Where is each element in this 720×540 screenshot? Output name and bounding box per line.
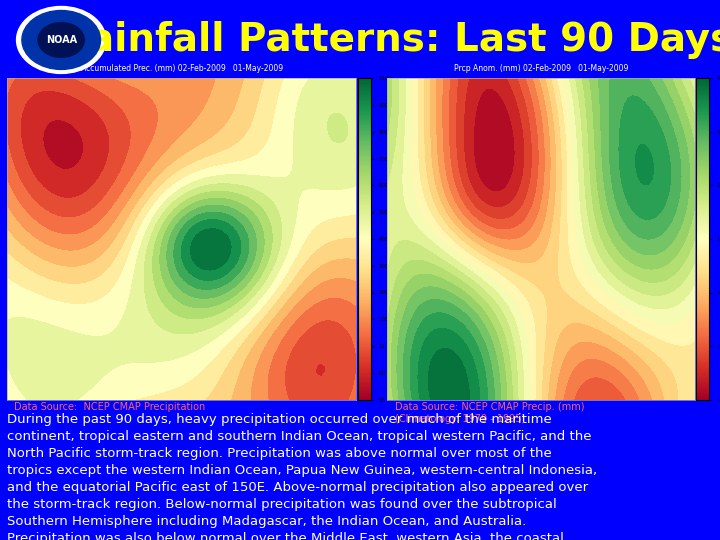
Circle shape xyxy=(38,23,84,57)
Text: NOAA: NOAA xyxy=(45,35,77,45)
Bar xyxy=(0,0,720,80)
Text: Data Source: NCEP CMAP Precip. (mm)
(Climatology: 1979 - 1995): Data Source: NCEP CMAP Precip. (mm) (Cli… xyxy=(395,402,584,424)
Circle shape xyxy=(17,6,106,73)
Text: Data Source:  NCEP CMAP Precipitation: Data Source: NCEP CMAP Precipitation xyxy=(14,402,206,413)
Text: During the past 90 days, heavy precipitation occurred over much of the maritime
: During the past 90 days, heavy precipita… xyxy=(7,413,598,540)
Text: Prcp Anom. (mm) 02-Feb-2009   01-May-2009: Prcp Anom. (mm) 02-Feb-2009 01-May-2009 xyxy=(454,64,629,73)
Circle shape xyxy=(22,10,101,70)
Text: Rainfall Patterns: Last 90 Days: Rainfall Patterns: Last 90 Days xyxy=(58,21,720,59)
Text: Accumulated Prec. (mm) 02-Feb-2009   01-May-2009: Accumulated Prec. (mm) 02-Feb-2009 01-Ma… xyxy=(81,64,283,73)
